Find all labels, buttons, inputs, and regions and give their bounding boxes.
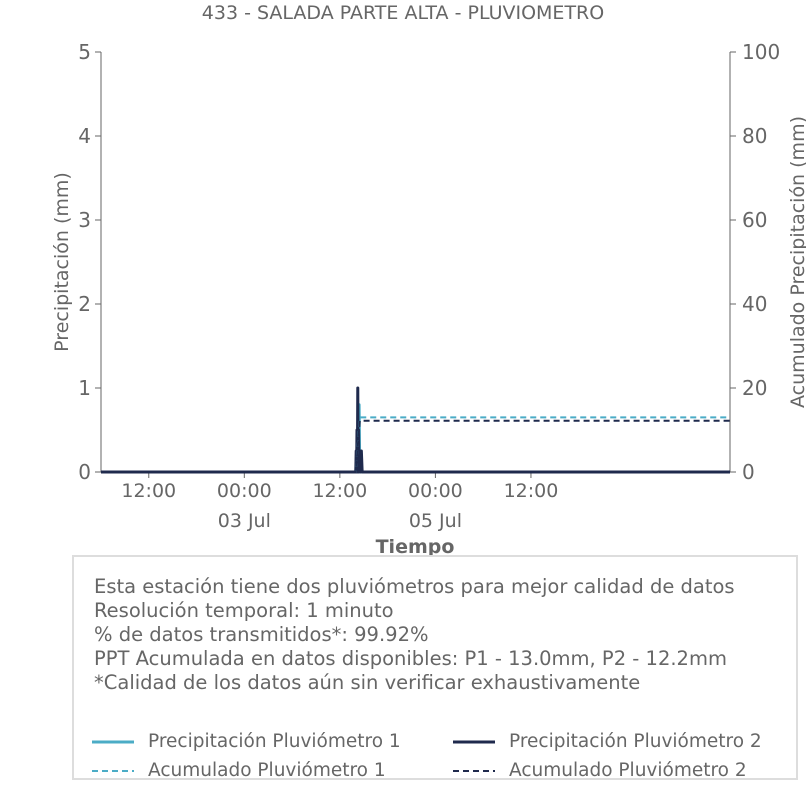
series-line-2 (101, 386, 730, 474)
x-axis-label: Tiempo (376, 536, 455, 558)
chart-plot: 0 1 2 3 4 5 0 20 40 60 80 100 12:00 00:00 03 Jul 12:00 0… (51, 40, 806, 558)
info-line-accumulated: PPT Acumulada en datos disponibles: P1 -… (94, 647, 727, 670)
x-tick-sublabel: 05 Jul (409, 510, 462, 532)
series-line-4 (101, 419, 730, 473)
y-tick-label: 4 (78, 124, 91, 148)
y-tick-label: 3 (78, 208, 91, 232)
info-line-stations: Esta estación tiene dos pluviómetros par… (94, 575, 735, 598)
series-line-1 (101, 403, 730, 474)
y-tick-label: 5 (78, 40, 91, 64)
y-tick-label: 1 (78, 376, 91, 400)
y2-tick-label: 80 (742, 124, 767, 148)
y-tick-label: 2 (78, 292, 91, 316)
y2-tick-label: 100 (742, 40, 780, 64)
legend-swatch-p2 (453, 740, 495, 744)
y2-tick-label: 0 (742, 460, 755, 484)
series-line-3 (101, 416, 730, 473)
legend-swatch-acc2 (453, 770, 495, 772)
legend-label-acc1: Acumulado Pluviómetro 1 (148, 760, 386, 781)
y-tick-label: 0 (78, 460, 91, 484)
info-box: Esta estación tiene dos pluviómetros par… (72, 555, 798, 781)
x-tick-label: 00:00 (217, 480, 272, 502)
y2-axis-label: Acumulado Precipitación (mm) (787, 116, 806, 408)
axes: 0 1 2 3 4 5 0 20 40 60 80 100 12:00 00:00 03 Jul 12:00 0… (78, 40, 780, 532)
legend-label-acc2: Acumulado Pluviómetro 2 (509, 760, 747, 781)
y2-tick-label: 20 (742, 376, 767, 400)
chart-title: 433 - SALADA PARTE ALTA - PLUVIOMETRO (201, 2, 605, 24)
x-tick-label: 12:00 (312, 480, 367, 502)
legend-label-p1: Precipitación Pluviómetro 1 (148, 731, 401, 752)
info-line-quality-note: *Calidad de los datos aún sin verificar … (94, 671, 641, 694)
x-tick-sublabel: 03 Jul (218, 510, 271, 532)
x-tick-label: 00:00 (408, 480, 463, 502)
y2-tick-label: 40 (742, 292, 767, 316)
legend-label-p2: Precipitación Pluviómetro 2 (509, 731, 762, 752)
legend-swatch-p1 (92, 740, 134, 744)
x-tick-label: 12:00 (121, 480, 176, 502)
legend-swatch-acc1 (92, 770, 134, 772)
info-line-resolution: Resolución temporal: 1 minuto (94, 599, 394, 622)
y-axis-label: Precipitación (mm) (51, 172, 73, 352)
info-line-transmitted: % de datos transmitidos*: 99.92% (94, 623, 429, 646)
y2-tick-label: 60 (742, 208, 767, 232)
series-layer (101, 386, 730, 474)
x-tick-label: 12:00 (504, 480, 559, 502)
